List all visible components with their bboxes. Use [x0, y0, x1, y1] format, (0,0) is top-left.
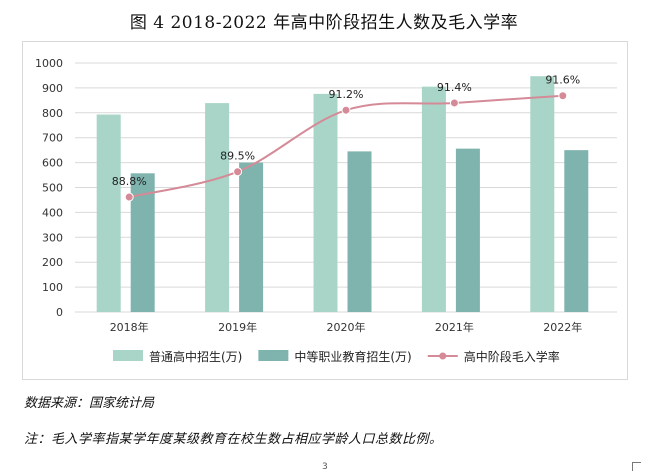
bar-vocational	[347, 151, 372, 312]
chart-area: 0 100 200 300 400 500 600 700 800 900 1000 2018年 201…	[22, 41, 628, 380]
bar-regular-high-school	[96, 114, 121, 312]
x-tick-label: 2022年	[543, 320, 582, 334]
rate-point	[124, 192, 134, 202]
rate-data-label: 91.4%	[437, 81, 472, 94]
x-tick-label: 2020年	[327, 320, 366, 334]
bar-regular-high-school	[421, 86, 446, 312]
rate-point	[449, 98, 459, 108]
x-tick-label: 2019年	[218, 320, 257, 334]
x-tick-label: 2021年	[435, 320, 474, 334]
corner-mark	[632, 462, 641, 471]
legend-swatch	[258, 350, 289, 361]
legend-swatch	[113, 350, 143, 361]
y-tick-label: 1000	[35, 57, 63, 70]
y-tick-label: 800	[42, 107, 63, 120]
rate-point	[558, 91, 568, 101]
rate-data-label: 89.5%	[220, 150, 255, 163]
x-tick-label: 2018年	[110, 320, 149, 334]
y-tick-label: 100	[42, 281, 63, 294]
bar-regular-high-school	[205, 103, 230, 312]
y-tick-label: 200	[42, 256, 63, 269]
bar-vocational	[239, 162, 264, 312]
legend-label: 中等职业教育招生(万)	[294, 349, 411, 364]
y-tick-label: 500	[42, 182, 63, 195]
legend-label: 高中阶段毛入学率	[464, 349, 560, 364]
bar-vocational	[455, 148, 480, 312]
rate-data-label: 88.8%	[112, 175, 147, 188]
bar-regular-high-school	[313, 93, 338, 312]
bar-regular-high-school	[530, 76, 555, 313]
rate-data-label: 91.6%	[545, 74, 580, 87]
legend-marker	[439, 352, 447, 360]
legend-label: 普通高中招生(万)	[149, 349, 242, 364]
chart-title: 图 4 2018-2022 年高中阶段招生人数及毛入学率	[129, 13, 519, 33]
bar-vocational	[564, 150, 589, 312]
data-source: 数据来源：国家统计局	[24, 396, 155, 411]
rate-point	[233, 167, 243, 177]
combo-chart: 0 100 200 300 400 500 600 700 800 900 1000 2018年 201…	[35, 57, 617, 364]
page-number: 3	[322, 462, 328, 472]
y-tick-label: 300	[42, 231, 63, 244]
rate-data-label: 91.2%	[329, 88, 364, 101]
y-tick-label: 0	[56, 306, 63, 319]
y-tick-label: 400	[42, 206, 63, 219]
y-tick-label: 600	[42, 157, 63, 170]
y-tick-label: 900	[42, 82, 63, 95]
y-tick-label: 700	[42, 132, 63, 145]
footnote: 注：毛入学率指某学年度某级教育在校生数占相应学龄人口总数比例。	[24, 432, 443, 447]
rate-point	[341, 105, 351, 115]
